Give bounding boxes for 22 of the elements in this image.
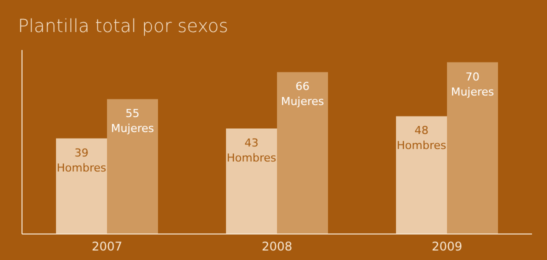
data-label: 55	[126, 107, 140, 120]
series-label: Hombres	[226, 152, 277, 165]
text: Mujeres	[110, 122, 154, 136]
bar	[56, 138, 107, 234]
bar	[447, 62, 498, 234]
chart-title: Plantilla total por sexos	[18, 16, 228, 37]
text: Hombres	[396, 139, 446, 152]
bar	[226, 128, 277, 234]
series-label: Mujeres	[280, 95, 324, 108]
bar	[277, 72, 328, 234]
text: Mujeres	[450, 85, 494, 98]
x-tick-label: 2007	[92, 240, 122, 254]
data-label: 39	[74, 146, 88, 160]
data-label: 66	[296, 80, 310, 94]
text: Hombres	[56, 161, 106, 174]
data-label: 43	[244, 136, 258, 150]
x-tick-label: 2009	[432, 240, 462, 254]
data-label: 70	[466, 70, 480, 84]
bar	[396, 116, 447, 234]
bar	[107, 99, 158, 234]
data-label: 48	[414, 124, 428, 138]
x-tick-label: 2008	[262, 240, 292, 254]
